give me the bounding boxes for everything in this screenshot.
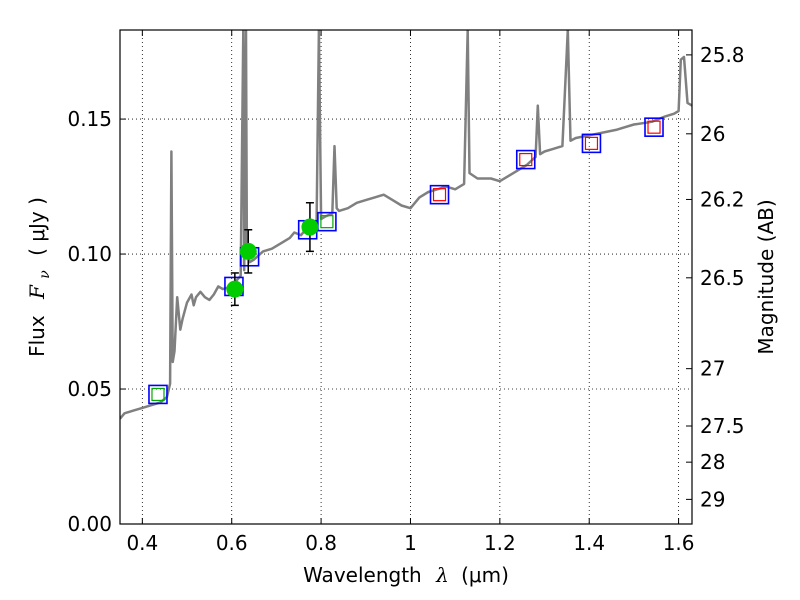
observed-flux-point — [301, 218, 319, 236]
gridlines — [120, 30, 692, 524]
model-flux-box — [644, 117, 664, 137]
x-tick-label: 0.4 — [126, 531, 158, 555]
mag-tick-label: 29 — [700, 487, 725, 511]
markers-layer — [148, 117, 664, 405]
green-flux-box — [320, 215, 334, 229]
model-flux-box — [148, 384, 168, 405]
red-flux-box — [432, 188, 447, 202]
x-tick-label: 0.6 — [216, 531, 248, 555]
mag-tick-label: 28 — [700, 450, 725, 474]
x-axis-title-text: Wavelength — [303, 563, 422, 587]
x-tick-label: 0.8 — [305, 531, 337, 555]
plot-frame — [119, 29, 693, 525]
observed-flux-point — [226, 280, 244, 298]
model-flux-box — [515, 149, 536, 170]
mag-tick-label: 27.5 — [700, 414, 745, 438]
y-axis-title: Flux F ν ( μJy ) — [25, 197, 54, 357]
green-flux-box — [151, 387, 165, 402]
observed-flux-point — [239, 242, 257, 260]
x-tick-label: 1.4 — [573, 531, 605, 555]
y-axis-title-text: Flux — [25, 315, 49, 357]
y-tick-label: 0.05 — [67, 377, 112, 401]
x-axis-title: Wavelength λ (μm) — [303, 563, 509, 587]
model-flux-box — [581, 133, 602, 154]
x-tick-label: 1 — [404, 531, 417, 555]
mag-tick-label: 26 — [700, 122, 725, 146]
red-flux-box — [519, 152, 533, 167]
ticks-layer: 0.4 0.6 0.8 1 1.2 1.4 1.6 0.00 0.05 0.10 0.15 25.8 2… — [67, 30, 745, 555]
mag-tick-label: 25.8 — [700, 43, 745, 67]
model-flux-box — [317, 211, 337, 232]
y-axis-title-subscript: ν — [37, 270, 53, 279]
x-axis-title-symbol: λ — [435, 563, 449, 587]
spectrum-line — [120, 30, 692, 420]
y-axis-title-symbol: F — [25, 284, 49, 300]
mag-tick-label: 26.2 — [700, 187, 745, 211]
red-flux-box — [584, 136, 599, 150]
mag-tick-label: 27 — [700, 357, 725, 381]
mag-tick-label: 26.5 — [700, 266, 745, 290]
y-axis-title-unit: ( μJy ) — [25, 197, 49, 256]
x-tick-label: 1.2 — [484, 531, 516, 555]
y-tick-label: 0.15 — [67, 107, 112, 131]
red-flux-box — [647, 120, 661, 134]
spectrum-layer — [120, 30, 692, 420]
x-tick-label: 1.6 — [663, 531, 695, 555]
model-flux-box — [429, 184, 450, 205]
y-tick-label: 0.00 — [67, 512, 112, 536]
y-tick-label: 0.10 — [67, 242, 112, 266]
y2-axis-title: Magnitude (AB) — [754, 199, 778, 354]
x-axis-title-unit: (μm) — [461, 563, 509, 587]
